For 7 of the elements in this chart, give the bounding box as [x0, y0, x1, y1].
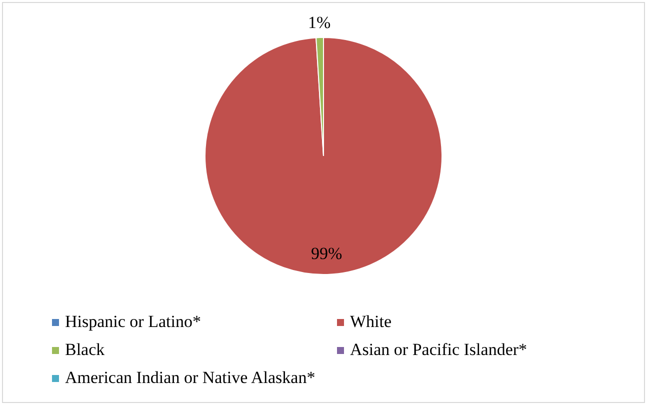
legend-label: White [350, 312, 392, 332]
legend-label: Asian or Pacific Islander* [350, 340, 528, 360]
legend-label: Hispanic or Latino* [65, 312, 201, 332]
data-label: 99% [311, 244, 342, 263]
legend-label: American Indian or Native Alaskan* [65, 368, 316, 388]
data-label: 1% [308, 13, 331, 32]
legend-label: Black [65, 340, 105, 360]
